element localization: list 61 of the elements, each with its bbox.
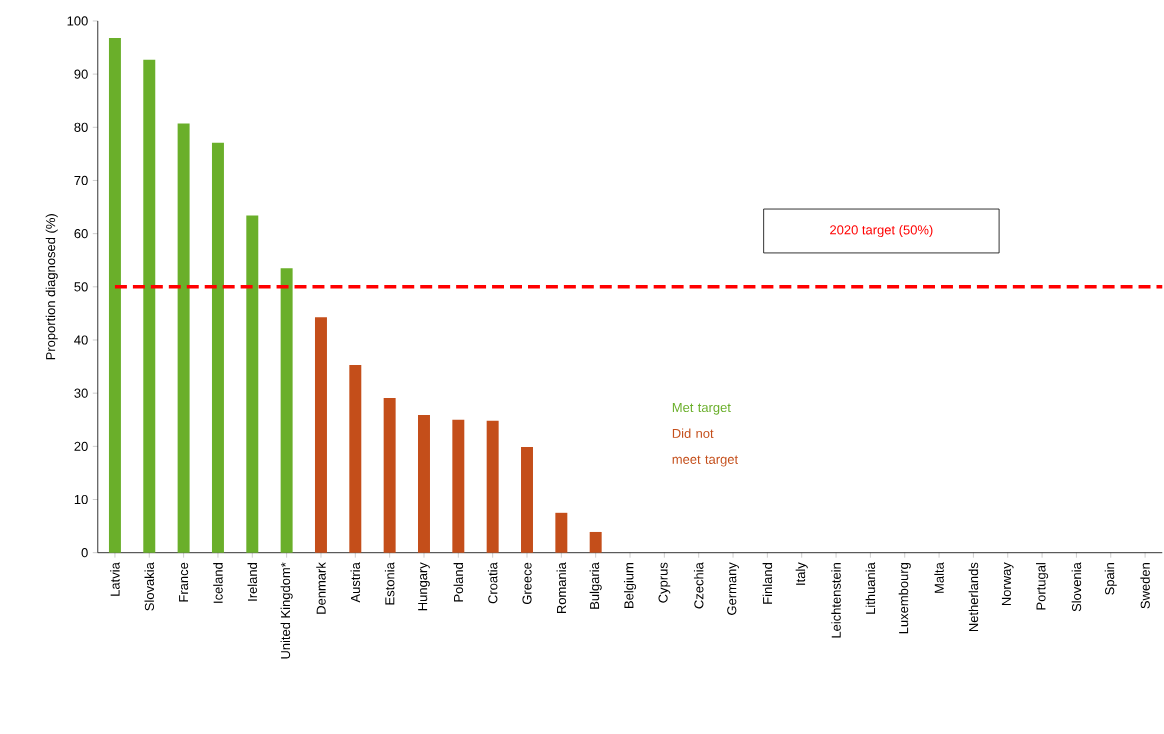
x-tick-label: Italy [795, 562, 808, 585]
bar [521, 446, 533, 553]
bar [177, 123, 190, 553]
y-tick-label: 90 [74, 69, 88, 79]
y-tick-label: 10 [74, 494, 88, 504]
x-tick-label: Croatia [487, 562, 498, 604]
x-tick-label: Finland [762, 562, 773, 604]
bar [418, 414, 430, 553]
x-tick-label: Hungary [418, 562, 430, 611]
text: Did not meet target [672, 428, 739, 467]
y-tick-label: 80 [74, 122, 88, 132]
y-tick-label: 20 [74, 441, 88, 451]
bar [143, 59, 156, 553]
bar [314, 317, 327, 553]
x-tick-label: Slovenia [1071, 562, 1082, 612]
x-tick-label: Slovakia [144, 562, 155, 611]
x-tick-label: Spain [1104, 562, 1117, 595]
x-tick-label: Malta [934, 562, 944, 593]
x-tick-label: Germany [727, 562, 739, 615]
y-tick-label: 40 [74, 335, 88, 345]
y-tick-label: 60 [74, 228, 88, 239]
bar [452, 419, 465, 553]
x-tick-label: Iceland [213, 562, 223, 603]
x-tick-label: Austria [350, 562, 361, 603]
x-tick-label: Denmark [316, 562, 326, 614]
x-tick-label: United Kingdom* [280, 562, 293, 659]
text: Met target [672, 402, 731, 415]
bar [555, 512, 568, 553]
y-axis-title: Proportion diagnosed (%) [45, 213, 58, 360]
x-tick-label: Cyprus [658, 562, 671, 603]
x-tick-label: Lithuania [865, 562, 876, 614]
bar [211, 142, 224, 553]
x-tick-label: Luxembourg [898, 562, 911, 634]
x-tick-label: Romania [556, 562, 567, 613]
x-tick-label: Sweden [1140, 562, 1150, 609]
y-tick-label: 50 [74, 282, 88, 292]
bar [349, 364, 362, 553]
y-tick-label: 100 [67, 16, 88, 26]
bar [280, 268, 293, 553]
x-tick-label: Norway [1001, 562, 1014, 605]
bar [486, 420, 499, 553]
y-tick-label: 70 [74, 175, 88, 185]
x-tick-label: Poland [453, 562, 464, 602]
x-tick-label: France [179, 562, 189, 602]
x-tick-label: Belgium [623, 562, 637, 608]
y-tick-label: 30 [74, 388, 88, 398]
x-tick-label: Netherlands [968, 562, 979, 631]
x-tick-label: Czechia [693, 562, 704, 609]
bar [108, 37, 121, 553]
x-tick-label: Bulgaria [589, 562, 602, 609]
x-tick-label: Estonia [384, 562, 395, 605]
ref-line-label: 2020 target (50%) [830, 224, 933, 237]
bar [383, 397, 396, 553]
y-tick-label: 0 [81, 547, 88, 558]
bar [589, 531, 602, 553]
x-tick-label: Leichtenstein [831, 562, 841, 638]
x-tick-label: Portugal [1036, 562, 1049, 610]
x-tick-label: Latvia [110, 562, 120, 596]
x-tick-label: Greece [522, 562, 532, 604]
x-tick-label: Ireland [247, 562, 258, 601]
bar [246, 215, 259, 553]
